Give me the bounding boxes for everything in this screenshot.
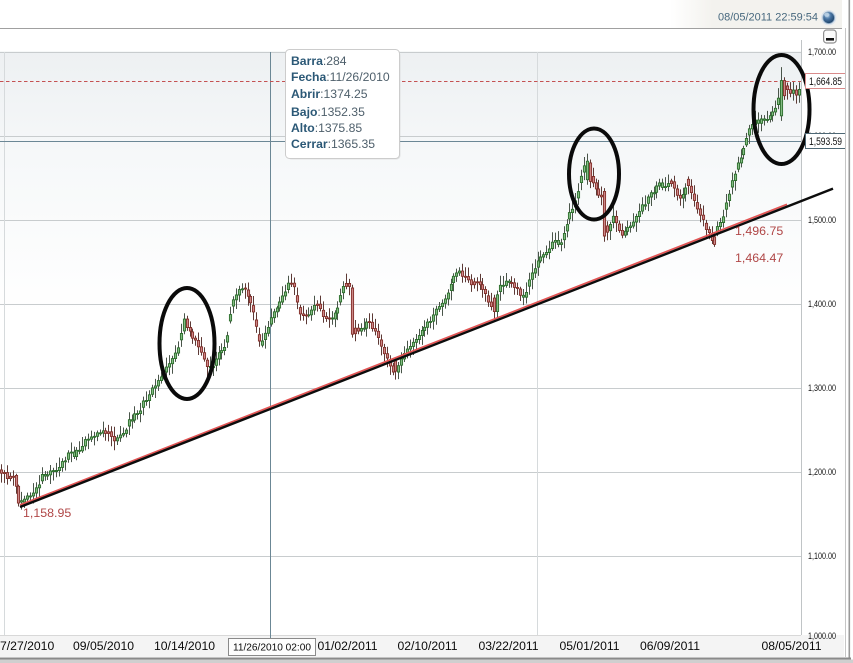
svg-text:Abrir:1374.25: Abrir:1374.25 [291, 87, 368, 101]
svg-text:1,593.59: 1,593.59 [809, 136, 842, 148]
svg-text:Bajo:1352.35: Bajo:1352.35 [291, 105, 365, 119]
svg-text:1,500.00: 1,500.00 [808, 215, 836, 225]
svg-text:1,300.00: 1,300.00 [808, 383, 836, 393]
svg-text:1,000.00: 1,000.00 [808, 631, 836, 641]
svg-text:05/01/2011: 05/01/2011 [559, 639, 619, 653]
svg-text:08/05/2011: 08/05/2011 [761, 639, 821, 653]
svg-text:10/14/2010: 10/14/2010 [154, 639, 215, 653]
svg-text:02/10/2011: 02/10/2011 [397, 639, 457, 653]
svg-text:11/26/2010 02:00: 11/26/2010 02:00 [233, 643, 312, 654]
svg-text:09/05/2010: 09/05/2010 [73, 639, 134, 653]
svg-text:01/02/2011: 01/02/2011 [317, 639, 377, 653]
svg-text:1,158.95: 1,158.95 [23, 506, 71, 520]
svg-text:03/22/2011: 03/22/2011 [478, 639, 538, 653]
svg-text:1,496.75: 1,496.75 [735, 224, 783, 238]
svg-text:1,100.00: 1,100.00 [808, 551, 836, 561]
svg-text:1,464.47: 1,464.47 [735, 251, 783, 265]
svg-text:06/09/2011: 06/09/2011 [640, 639, 700, 653]
svg-text:Barra:284: Barra:284 [291, 54, 347, 68]
svg-text:1,664.85: 1,664.85 [809, 76, 842, 88]
svg-text:08/05/2011 22:59:54: 08/05/2011 22:59:54 [718, 12, 818, 24]
svg-text:Fecha:11/26/2010: Fecha:11/26/2010 [291, 70, 390, 84]
svg-text:1,700.00: 1,700.00 [808, 47, 836, 57]
svg-text:Cerrar:1365.35: Cerrar:1365.35 [291, 137, 375, 151]
svg-text:1,200.00: 1,200.00 [808, 467, 836, 477]
svg-text:7/27/2010: 7/27/2010 [0, 639, 54, 653]
svg-text:Alto:1375.85: Alto:1375.85 [291, 121, 362, 135]
svg-text:1,400.00: 1,400.00 [808, 299, 836, 309]
